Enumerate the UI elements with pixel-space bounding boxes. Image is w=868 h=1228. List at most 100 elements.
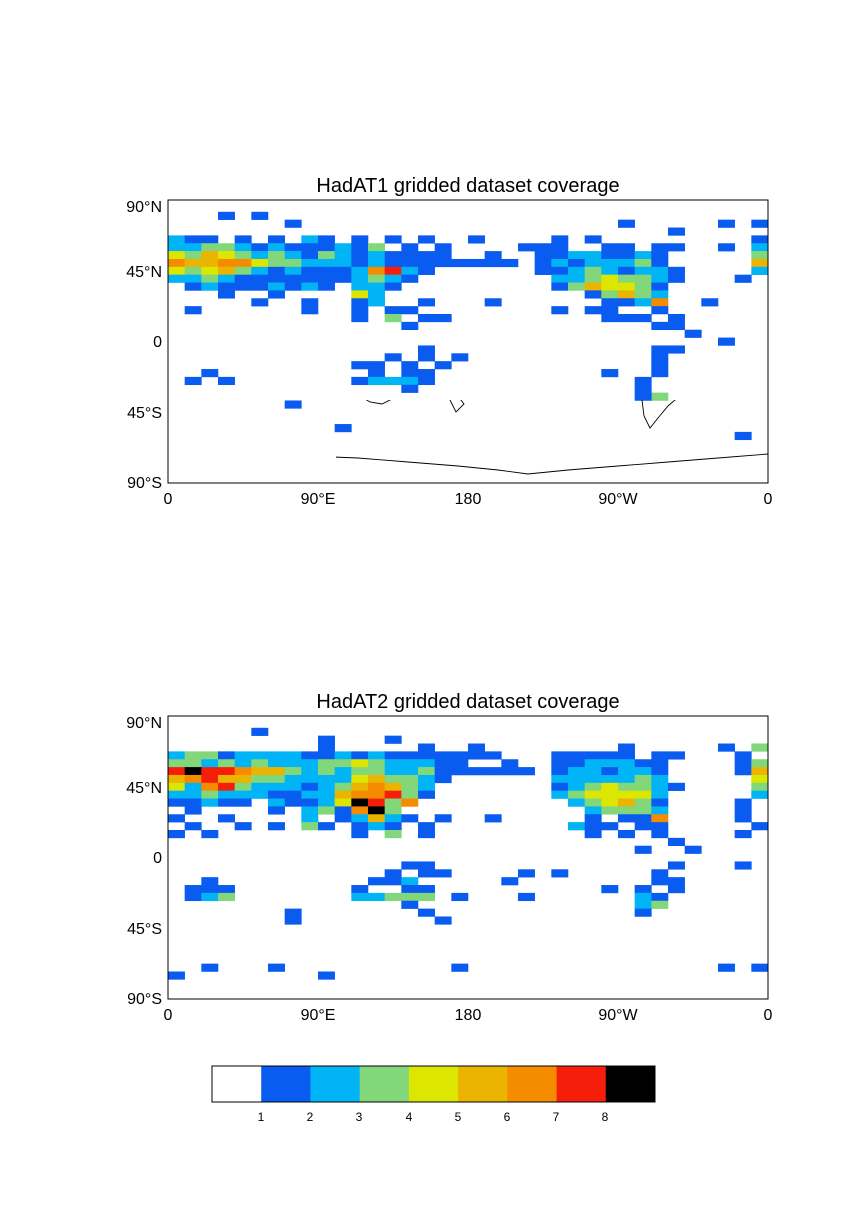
grid-cell <box>634 900 652 909</box>
grid-cell <box>751 774 768 784</box>
grid-cell <box>318 235 335 244</box>
grid-cell <box>384 313 402 323</box>
grid-cell <box>618 767 635 776</box>
grid-cell <box>368 243 385 252</box>
grid-cell <box>401 384 419 393</box>
grid-cell <box>418 298 435 307</box>
grid-cell <box>184 767 202 776</box>
grid-cell <box>184 376 202 386</box>
grid-cell <box>351 282 369 291</box>
grid-cell <box>184 243 202 252</box>
grid-cell <box>668 345 685 354</box>
grid-cell <box>351 306 369 315</box>
grid-cell <box>601 258 619 268</box>
grid-cell <box>651 767 669 776</box>
grid-cell <box>218 782 235 791</box>
grid-cell <box>634 908 652 917</box>
grid-cell <box>201 274 219 283</box>
grid-cell <box>568 274 585 283</box>
grid-cell <box>651 392 669 401</box>
grid-cell <box>434 251 452 260</box>
colorbar-label: 1 <box>258 1110 265 1124</box>
grid-cell <box>334 243 352 252</box>
grid-cell <box>268 282 285 291</box>
grid-cell <box>168 751 185 760</box>
y-tick-label: 90°S <box>127 991 162 1008</box>
grid-cell <box>684 329 702 338</box>
grid-cell <box>268 290 285 299</box>
y-tick-label: 45°N <box>126 780 162 797</box>
x-tick-label: 180 <box>455 1007 482 1024</box>
grid-cell <box>618 282 635 291</box>
grid-cell <box>168 235 185 244</box>
grid-cell <box>734 431 752 441</box>
grid-cell <box>234 798 252 807</box>
grid-cell <box>651 298 669 307</box>
grid-cell <box>434 258 452 268</box>
grid-cell <box>218 885 235 894</box>
grid-cell <box>368 282 385 291</box>
grid-cell <box>734 759 752 768</box>
grid-cell <box>568 258 585 268</box>
grid-cell <box>168 798 185 807</box>
grid-cell <box>284 243 302 252</box>
grid-cell <box>284 759 302 768</box>
grid-cell <box>318 767 335 776</box>
grid-cell <box>234 258 252 268</box>
grid-cell <box>601 266 619 275</box>
grid-cell <box>251 759 269 768</box>
grid-cell <box>184 822 202 831</box>
grid-cell <box>318 243 335 252</box>
grid-cell <box>368 376 385 386</box>
grid-cell <box>301 774 319 784</box>
grid-cell <box>301 790 319 799</box>
grid-cell <box>584 274 602 283</box>
grid-cell <box>651 306 669 315</box>
grid-cell <box>218 751 235 760</box>
grid-cell <box>618 274 635 283</box>
grid-cell <box>751 243 768 252</box>
grid-cell <box>201 235 219 244</box>
grid-cell <box>518 869 535 878</box>
colorbar-label: 4 <box>406 1110 413 1124</box>
x-tick-label: 0 <box>164 491 173 508</box>
grid-cell <box>651 877 669 886</box>
grid-cell <box>451 353 469 362</box>
grid-cell <box>634 266 652 275</box>
grid-cell <box>284 274 302 283</box>
grid-cell <box>368 806 385 815</box>
grid-cell <box>318 751 335 760</box>
grid-cell <box>168 814 185 823</box>
grid-cell <box>301 782 319 791</box>
grid-cell <box>601 290 619 299</box>
grid-cell <box>251 298 269 307</box>
y-tick-label: 0 <box>153 850 162 867</box>
grid-cell <box>618 798 635 807</box>
grid-cell <box>368 774 385 784</box>
grid-cell <box>301 822 319 831</box>
grid-cell <box>184 885 202 894</box>
grid-cell <box>551 243 569 252</box>
grid-cell <box>601 243 619 252</box>
grid-cell <box>601 759 619 768</box>
grid-cell <box>651 361 669 370</box>
grid-cell <box>218 282 235 291</box>
grid-cell <box>368 751 385 760</box>
grid-cell <box>634 298 652 307</box>
grid-cell <box>418 743 435 752</box>
grid-cell <box>668 861 685 870</box>
grid-cell <box>618 251 635 260</box>
grid-cell <box>418 376 435 386</box>
grid-cell <box>584 266 602 275</box>
grid-cell <box>734 274 752 283</box>
colorbar-label: 2 <box>307 1110 314 1124</box>
grid-cell <box>251 258 269 268</box>
grid-cell <box>318 971 335 980</box>
grid-cell <box>251 727 269 736</box>
grid-cell <box>268 790 285 799</box>
grid-cell <box>301 282 319 291</box>
grid-cell <box>401 767 419 776</box>
colorbar: 1 2 3 4 5 6 7 8 <box>211 1065 656 1124</box>
colorbar-swatch <box>408 1066 459 1102</box>
grid-cell <box>184 798 202 807</box>
